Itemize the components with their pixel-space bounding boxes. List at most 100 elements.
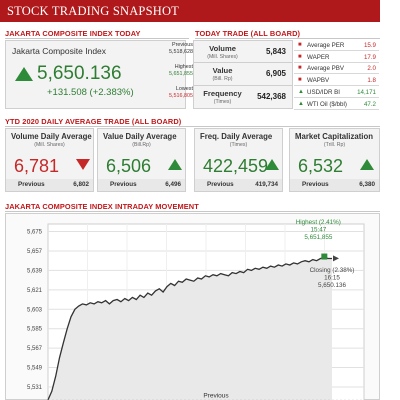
section-title-ytd: YTD 2020 DAILY AVERAGE TRADE (ALL BOARD) bbox=[5, 117, 182, 126]
indicator-row: ■ WAPBV 1.8 bbox=[294, 75, 379, 87]
indicator-value: 1.8 bbox=[367, 77, 376, 85]
ytd-card-value: 6,781 bbox=[14, 156, 60, 176]
ytd-card-previous: Previous 6,802 bbox=[6, 179, 93, 191]
indicator-value: 15.9 bbox=[363, 42, 376, 49]
jci-previous-label: Previous bbox=[172, 42, 193, 48]
header-bar: STOCK TRADING SNAPSHOT bbox=[0, 0, 380, 22]
y-tick-label: 5,639 bbox=[27, 268, 43, 274]
y-tick-label: 5,603 bbox=[27, 307, 43, 313]
up-arrow-icon bbox=[168, 159, 182, 170]
volume-label: Volume bbox=[209, 44, 236, 53]
square-marker-icon: ■ bbox=[298, 42, 302, 48]
indicator-row: ■ WAPER 17.9 bbox=[294, 52, 379, 63]
jci-lowest-value: 5,516,805 bbox=[169, 93, 193, 99]
y-tick-label: 5,621 bbox=[27, 288, 43, 294]
ytd-card-unit: (Bill.Rp) bbox=[132, 142, 151, 148]
indicator-label: WAPBV bbox=[307, 77, 330, 85]
highest-annotation: 5,651,855 bbox=[304, 234, 333, 241]
closing-annotation: 16:15 bbox=[324, 275, 340, 282]
indicator-value: 14,171 bbox=[357, 88, 376, 96]
ytd-card-title: Freq. Daily Average bbox=[200, 132, 273, 141]
volume-value: 5,843 bbox=[265, 47, 286, 56]
up-arrow-icon bbox=[15, 67, 33, 81]
up-triangle-icon: ▲ bbox=[298, 100, 304, 107]
ytd-card-value-avg: Value Daily Average (Bill.Rp) 6,506 Prev… bbox=[97, 128, 186, 192]
divider bbox=[5, 126, 380, 127]
ytd-card-value: 6,506 bbox=[106, 156, 152, 176]
frequency-tile: Frequency (Times) 542,368 bbox=[193, 85, 293, 109]
ytd-card-previous: Previous 419,734 bbox=[195, 179, 282, 191]
indicator-value: 47.2 bbox=[363, 100, 376, 108]
y-tick-label: 5,675 bbox=[27, 230, 43, 236]
indicator-row: ▲ USD/IDR BI 14,171 bbox=[294, 87, 379, 98]
ytd-card-volume: Volume Daily Average (Mill. Shares) 6,78… bbox=[5, 128, 94, 192]
ytd-card-previous: Previous 6,496 bbox=[98, 179, 185, 191]
indicator-row: ▲ WTI Oil ($/bbl) 47.2 bbox=[294, 99, 379, 110]
ytd-card-previous-label: Previous bbox=[18, 181, 45, 188]
indicator-value: 2.0 bbox=[367, 65, 376, 73]
up-arrow-icon bbox=[360, 159, 374, 170]
series-area bbox=[48, 257, 332, 400]
ytd-card-previous-value: 419,734 bbox=[255, 181, 278, 188]
ytd-card-title: Market Capitalization bbox=[295, 132, 373, 141]
series-line bbox=[47, 256, 332, 400]
ytd-card-title: Value Daily Average bbox=[103, 132, 177, 141]
indicator-label: Average PER bbox=[307, 42, 345, 49]
ytd-card-unit: (Trill. Rp) bbox=[323, 142, 346, 148]
frequency-unit: (Times) bbox=[213, 99, 232, 105]
jci-highest-value: 5,651,855 bbox=[169, 71, 193, 77]
ytd-card-previous-label: Previous bbox=[302, 181, 329, 188]
frequency-label: Frequency bbox=[203, 89, 242, 98]
ytd-card-unit: (Mill. Shares) bbox=[34, 142, 65, 148]
page-title: STOCK TRADING SNAPSHOT bbox=[7, 4, 180, 18]
indicator-label: WAPER bbox=[307, 53, 330, 61]
volume-unit: (Mill. Shares) bbox=[207, 54, 238, 60]
jci-panel: Jakarta Composite Index 5,650.136 +131.5… bbox=[5, 40, 193, 109]
square-marker-icon: ■ bbox=[298, 53, 302, 60]
jci-change: +131.508 (+2.383%) bbox=[47, 87, 134, 98]
y-tick-label: 5,549 bbox=[27, 366, 43, 372]
highest-annotation: Highest (2.41%) bbox=[296, 219, 341, 226]
indicator-label: USD/IDR BI bbox=[307, 88, 341, 96]
divider bbox=[5, 38, 189, 39]
y-tick-label: 5,657 bbox=[27, 249, 43, 255]
jci-lowest-label: Lowest bbox=[175, 86, 193, 92]
jci-lowest: Lowest 5,516,805 bbox=[156, 86, 193, 99]
ytd-card-value: 422,459 bbox=[203, 156, 269, 176]
indicator-value: 17.9 bbox=[363, 53, 376, 61]
value-label: Value bbox=[212, 66, 233, 75]
jci-previous: Previous 5,518,628 bbox=[156, 42, 193, 55]
ytd-card-previous-value: 6,802 bbox=[73, 181, 89, 188]
ytd-card-unit: (Times) bbox=[229, 142, 248, 148]
closing-annotation: Closing (2.38%) bbox=[310, 267, 355, 274]
divider bbox=[195, 38, 380, 39]
ytd-card-frequency: Freq. Daily Average (Times) 422,459 Prev… bbox=[194, 128, 283, 192]
y-tick-label: 5,567 bbox=[27, 346, 43, 352]
value-tile: Value (Bill. Rp) 6,905 bbox=[193, 62, 293, 86]
intraday-chart-svg: 5,675 5,657 5,639 5,621 5,603 5,585 5,567 5,549… bbox=[27, 219, 365, 400]
indicator-row: ■ Average PBV 2.0 bbox=[294, 63, 379, 75]
ytd-card-previous-label: Previous bbox=[110, 181, 137, 188]
y-tick-label: 5,531 bbox=[27, 385, 43, 391]
jci-highest-label: Highest bbox=[174, 64, 193, 70]
ytd-card-previous-label: Previous bbox=[207, 181, 234, 188]
intraday-chart: 5,675 5,657 5,639 5,621 5,603 5,585 5,567 5,549… bbox=[5, 213, 380, 400]
jci-previous-value: 5,518,628 bbox=[169, 49, 193, 55]
frequency-value: 542,368 bbox=[257, 92, 286, 101]
indicator-label: Average PBV bbox=[307, 65, 345, 73]
divider bbox=[5, 211, 380, 212]
highest-annotation: 15:47 bbox=[310, 227, 326, 234]
previous-label: Previous bbox=[203, 392, 229, 399]
jci-highest: Highest 5,651,855 bbox=[156, 64, 193, 77]
value-value: 6,905 bbox=[265, 69, 286, 78]
volume-tile: Volume (Mill. Shares) 5,843 bbox=[193, 40, 293, 64]
ytd-card-value: 6,532 bbox=[298, 156, 344, 176]
jci-value: 5,650.136 bbox=[37, 63, 122, 84]
square-marker-icon: ■ bbox=[298, 77, 302, 84]
ytd-card-previous-value: 6,380 bbox=[359, 181, 375, 188]
up-triangle-icon: ▲ bbox=[298, 88, 304, 95]
section-title-intraday: JAKARTA COMPOSITE INDEX INTRADAY MOVEMEN… bbox=[5, 202, 199, 211]
section-title-jci-today: JAKARTA COMPOSITE INDEX TODAY bbox=[5, 29, 141, 38]
y-tick-label: 5,585 bbox=[27, 327, 43, 333]
ytd-card-market-cap: Market Capitalization (Trill. Rp) 6,532 … bbox=[289, 128, 380, 192]
